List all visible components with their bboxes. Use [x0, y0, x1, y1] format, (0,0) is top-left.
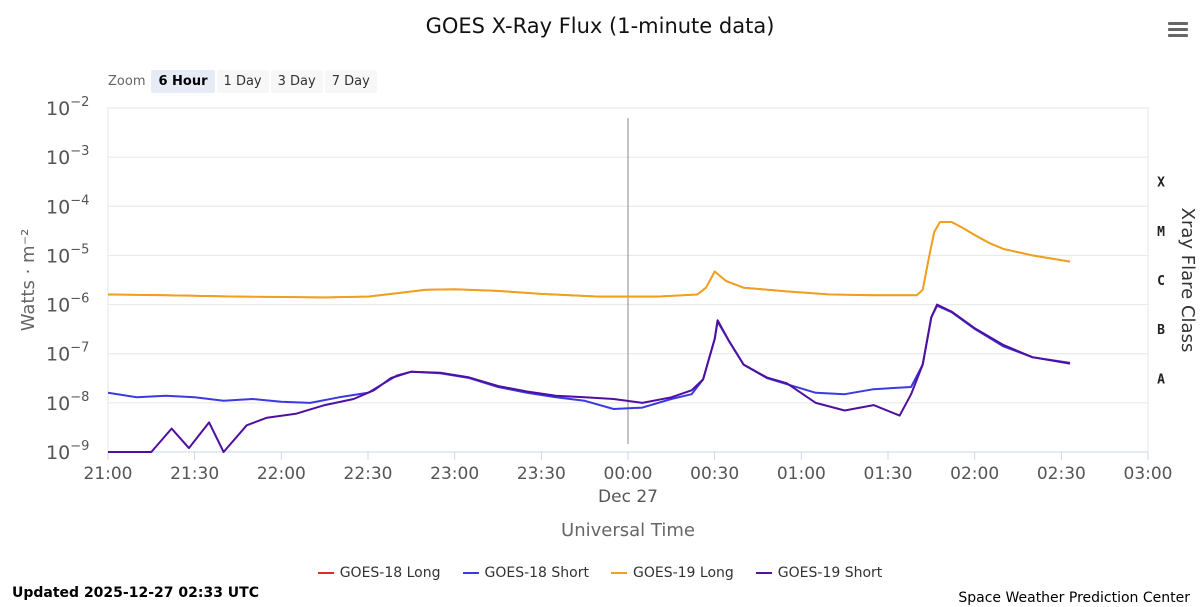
x-tick-label: 23:30 — [517, 464, 566, 484]
zoom-7-day-button[interactable]: 7 Day — [324, 69, 377, 93]
flare-class-label: M — [1157, 225, 1165, 240]
y-tick-base: 10 — [46, 442, 70, 464]
y-tick-exponent: −3 — [70, 144, 89, 159]
y-tick-exponent: −5 — [70, 242, 89, 257]
legend-swatch-goes19-long — [611, 572, 627, 574]
x-tick-label: 02:00 — [950, 464, 999, 484]
xray-flux-chart: 10−210−310−410−510−610−710−810−921:00 21:… — [18, 95, 1198, 541]
y-tick-exponent: −9 — [70, 439, 89, 454]
y-tick-exponent: −8 — [70, 390, 89, 405]
y-tick-exponent: −2 — [70, 95, 89, 110]
x-tick-label: 23:00 — [430, 464, 479, 484]
legend-item-goes18-long[interactable]: GOES-18 Long — [317, 565, 441, 581]
y-tick-base: 10 — [46, 393, 70, 415]
y-tick-exponent: −6 — [70, 292, 89, 307]
y-tick-label: 10−9 — [46, 439, 89, 464]
y2-axis-title: Xray Flare Class — [1177, 208, 1198, 353]
series-line-goes-19-long — [107, 221, 1071, 299]
x-tick-label: 21:00 — [84, 464, 133, 484]
y-tick-base: 10 — [46, 196, 70, 218]
y-tick-label: 10−5 — [46, 242, 89, 267]
legend-swatch-goes18-short — [462, 572, 479, 574]
y-tick-base: 10 — [46, 245, 70, 267]
y-tick-base: 10 — [46, 98, 70, 120]
x-tick-label: 22:00 — [257, 464, 306, 484]
zoom-selector: Zoom 6 Hour 1 Day 3 Day 7 Day — [108, 68, 379, 94]
legend-item-goes19-short[interactable]: GOES-19 Short — [755, 565, 883, 581]
series-line-goes-19-short — [108, 303, 1071, 453]
x-tick-label: 03:00 — [1124, 464, 1173, 484]
flare-class-label: A — [1157, 372, 1165, 387]
flare-class-label: X — [1157, 176, 1165, 191]
x-tick-label: 01:00 — [777, 464, 826, 484]
legend-label-goes19-short: GOES-19 Short — [777, 565, 883, 581]
legend-swatch-goes18-long — [317, 572, 334, 574]
x-tick-label: 02:30 — [1037, 464, 1086, 484]
x-tick-label: 22:30 — [344, 464, 393, 484]
y-tick-label: 10−7 — [46, 341, 89, 366]
y-tick-base: 10 — [46, 295, 70, 317]
y-tick-exponent: −4 — [70, 193, 89, 208]
credit-text: Space Weather Prediction Center — [958, 590, 1190, 606]
series-line-goes-18-short — [107, 304, 1071, 410]
legend-label-goes19-long: GOES-19 Long — [633, 565, 734, 581]
y-tick-label: 10−8 — [46, 390, 89, 415]
chart-title: GOES X-Ray Flux (1-minute data) — [425, 14, 775, 38]
x-tick-label: 00:30 — [690, 464, 739, 484]
x-axis-title: Universal Time — [561, 520, 695, 541]
legend-swatch-goes19-short — [755, 572, 772, 574]
x-tick-label: 00:00 — [604, 464, 653, 484]
y-tick-exponent: −7 — [70, 341, 89, 356]
y-tick-base: 10 — [46, 147, 70, 169]
updated-timestamp: Updated 2025-12-27 02:33 UTC — [12, 585, 259, 601]
flare-class-label: B — [1157, 323, 1165, 338]
y-axis-title: Watts · m⁻² — [18, 229, 39, 332]
flare-class-label: C — [1157, 274, 1165, 289]
zoom-6-hour-button[interactable]: 6 Hour — [151, 69, 215, 93]
zoom-3-day-button[interactable]: 3 Day — [270, 69, 323, 93]
hamburger-menu-icon[interactable] — [1168, 22, 1188, 38]
y-tick-label: 10−3 — [46, 144, 89, 169]
legend-label-goes18-short: GOES-18 Short — [484, 565, 590, 581]
zoom-label: Zoom — [108, 73, 146, 89]
zoom-1-day-button[interactable]: 1 Day — [216, 69, 269, 93]
legend-item-goes18-short[interactable]: GOES-18 Short — [462, 565, 590, 581]
x-tick-label: 21:30 — [170, 464, 219, 484]
y-tick-label: 10−4 — [46, 193, 89, 218]
series-line-goes-18-long — [107, 221, 1071, 299]
chart-legend: GOES-18 Long GOES-18 Short GOES-19 Long … — [0, 565, 1200, 581]
y-tick-base: 10 — [46, 344, 70, 366]
y-tick-label: 10−6 — [46, 292, 89, 317]
legend-item-goes19-long[interactable]: GOES-19 Long — [611, 565, 734, 581]
legend-label-goes18-long: GOES-18 Long — [339, 565, 441, 581]
date-label: Dec 27 — [598, 487, 658, 507]
y-tick-label: 10−2 — [46, 95, 89, 120]
x-tick-label: 01:30 — [864, 464, 913, 484]
